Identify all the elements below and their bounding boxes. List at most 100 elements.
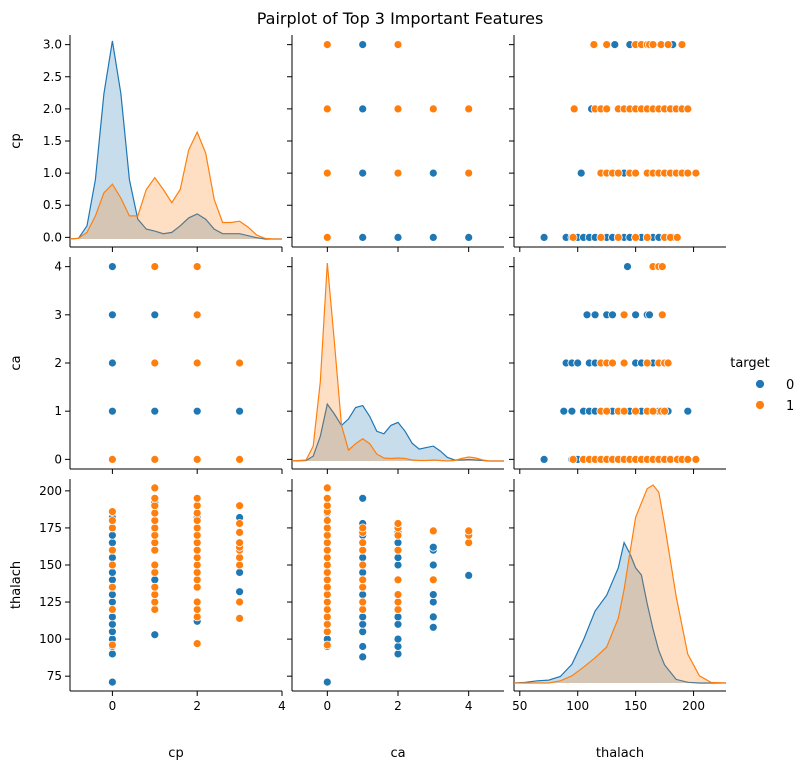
point-ca-thalach xyxy=(393,538,403,548)
x-tick-label: 0 xyxy=(324,699,332,713)
point-ca-thalach xyxy=(393,590,403,599)
point-ca-thalach xyxy=(464,538,474,548)
point-ca-cp xyxy=(358,40,368,49)
point-ca-thalach xyxy=(358,619,368,629)
point-cp-thalach xyxy=(192,605,202,614)
panel-cp-thalach xyxy=(509,35,726,252)
point-cp-ca xyxy=(108,454,117,464)
point-thalach-ca xyxy=(619,358,629,368)
point-thalach-cp xyxy=(663,40,673,49)
point-ca-thalach xyxy=(322,560,332,570)
point-cp-ca xyxy=(108,358,117,368)
point-cp-thalach xyxy=(235,519,245,528)
point-ca-thalach xyxy=(428,560,438,570)
point-ca-thalach xyxy=(322,538,332,548)
point-cp-thalach xyxy=(235,597,245,607)
point-cp-thalach xyxy=(192,516,202,525)
point-cp-ca xyxy=(235,406,245,416)
point-thalach-ca xyxy=(559,406,569,416)
point-ca-thalach xyxy=(428,542,438,552)
point-ca-thalach xyxy=(322,575,332,585)
point-ca-thalach xyxy=(358,523,368,533)
y-tick-label: 4 xyxy=(54,260,62,274)
point-cp-thalach xyxy=(108,545,117,555)
point-cp-ca xyxy=(108,262,117,272)
point-cp-thalach xyxy=(235,560,245,570)
point-ca-thalach xyxy=(358,545,368,555)
point-ca-thalach xyxy=(322,677,332,687)
x-tick-label: 2 xyxy=(394,699,402,713)
point-ca-thalach xyxy=(464,571,474,580)
point-cp-thalach xyxy=(108,568,117,577)
point-cp-thalach xyxy=(192,582,202,592)
point-ca-thalach xyxy=(393,519,403,528)
panel-thalach-thalach: 50 100 150 200 xyxy=(509,479,726,713)
point-thalach-cp xyxy=(576,168,586,178)
point-thalach-cp xyxy=(610,40,620,49)
kde-fill-cp-1 xyxy=(70,132,282,239)
y-tick-label: 125 xyxy=(39,595,62,609)
y-tick-label: 2.0 xyxy=(43,102,62,116)
panel-thalach-cp: 75 100 125 150 175 200 0 2 4 xyxy=(39,479,286,713)
point-thalach-cp xyxy=(613,232,623,242)
point-cp-ca xyxy=(192,310,202,320)
point-cp-ca xyxy=(192,358,202,368)
point-ca-thalach xyxy=(322,619,332,629)
point-ca-thalach xyxy=(358,538,368,548)
point-cp-thalach xyxy=(108,597,117,607)
point-ca-cp xyxy=(428,168,438,178)
y-tick-label: 150 xyxy=(39,558,62,572)
point-ca-cp xyxy=(358,104,368,114)
point-cp-ca xyxy=(150,310,160,320)
point-ca-cp xyxy=(393,104,403,114)
point-thalach-ca xyxy=(683,406,693,416)
point-ca-cp xyxy=(464,232,474,242)
point-thalach-ca xyxy=(608,310,617,320)
point-cp-thalach xyxy=(150,568,160,577)
point-cp-ca xyxy=(150,406,160,416)
point-cp-thalach xyxy=(108,538,117,548)
point-ca-thalach xyxy=(428,597,438,607)
point-cp-thalach xyxy=(150,560,160,570)
point-cp-thalach xyxy=(235,553,245,562)
point-ca-thalach xyxy=(358,575,368,585)
point-thalach-ca xyxy=(602,406,612,416)
point-cp-thalach xyxy=(150,483,160,493)
point-thalach-ca xyxy=(619,406,629,416)
kde-fill-thalach-1 xyxy=(514,485,726,683)
y-tick-label: 3.0 xyxy=(43,38,62,52)
point-cp-thalach xyxy=(108,649,117,659)
y-tick-label: 75 xyxy=(47,669,62,683)
point-cp-thalach xyxy=(192,501,202,511)
point-thalach-ca xyxy=(582,310,592,320)
point-ca-thalach xyxy=(393,560,403,570)
point-ca-cp xyxy=(322,40,332,49)
point-ca-thalach xyxy=(322,523,332,533)
y-tick-label: 0.0 xyxy=(43,230,62,244)
point-cp-thalach xyxy=(150,597,160,607)
point-cp-thalach xyxy=(150,590,160,599)
point-thalach-ca xyxy=(631,310,640,320)
point-cp-thalach xyxy=(108,507,117,517)
point-cp-ca xyxy=(192,262,202,272)
point-ca-cp xyxy=(358,232,368,242)
point-thalach-ca xyxy=(642,358,652,368)
point-cp-thalach xyxy=(192,538,202,548)
kde-line-ca-1 xyxy=(291,262,504,462)
point-cp-thalach xyxy=(108,590,117,599)
point-cp-thalach xyxy=(235,614,245,623)
point-ca-thalach xyxy=(358,605,368,614)
point-ca-thalach xyxy=(358,553,368,562)
point-cp-ca xyxy=(235,358,245,368)
point-ca-thalach xyxy=(428,622,438,632)
legend: target 0 1 xyxy=(730,356,794,414)
x-axis-label-ca: ca xyxy=(390,746,405,761)
y-axis-label-cp: cp xyxy=(9,133,24,148)
point-ca-thalach xyxy=(322,612,332,622)
point-ca-thalach xyxy=(358,652,368,662)
y-axis-label-ca: ca xyxy=(9,355,24,370)
point-ca-cp xyxy=(322,168,332,178)
y-tick-label: 200 xyxy=(39,484,62,498)
kde-fill-ca-1 xyxy=(292,263,504,461)
